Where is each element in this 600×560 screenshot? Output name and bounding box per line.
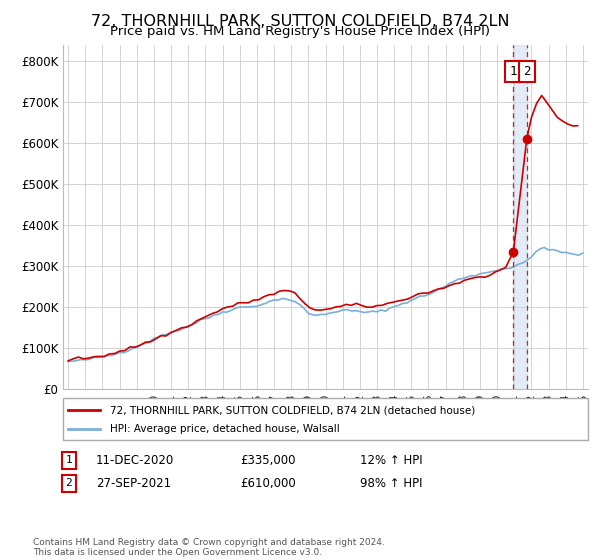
Text: 1: 1 [65,455,73,465]
Text: 72, THORNHILL PARK, SUTTON COLDFIELD, B74 2LN (detached house): 72, THORNHILL PARK, SUTTON COLDFIELD, B7… [110,405,476,415]
Text: 2: 2 [523,65,530,78]
Text: 12% ↑ HPI: 12% ↑ HPI [360,454,422,467]
Text: 98% ↑ HPI: 98% ↑ HPI [360,477,422,490]
Text: 27-SEP-2021: 27-SEP-2021 [96,477,171,490]
Text: Contains HM Land Registry data © Crown copyright and database right 2024.
This d: Contains HM Land Registry data © Crown c… [33,538,385,557]
FancyBboxPatch shape [63,398,588,440]
Bar [514,45,527,389]
Text: 1: 1 [509,65,517,78]
Text: 2: 2 [65,478,73,488]
Text: 11-DEC-2020: 11-DEC-2020 [96,454,174,467]
Text: Price paid vs. HM Land Registry's House Price Index (HPI): Price paid vs. HM Land Registry's House … [110,25,490,38]
Text: HPI: Average price, detached house, Walsall: HPI: Average price, detached house, Wals… [110,424,340,434]
Text: £335,000: £335,000 [240,454,296,467]
Text: 72, THORNHILL PARK, SUTTON COLDFIELD, B74 2LN: 72, THORNHILL PARK, SUTTON COLDFIELD, B7… [91,14,509,29]
Text: £610,000: £610,000 [240,477,296,490]
